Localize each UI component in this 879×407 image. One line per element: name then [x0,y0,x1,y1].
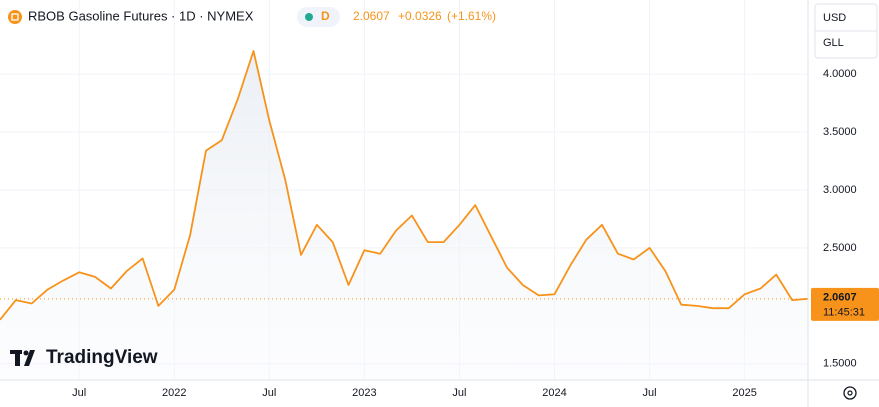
interval-badge: D [321,9,330,23]
x-tick-label: Jul [643,387,657,399]
y-tick-label: 3.5000 [823,126,857,138]
x-tick-label: 2024 [542,387,566,399]
settings-button-center [847,390,853,396]
unit[interactable]: GLL [823,37,844,49]
y-tick-label: 4.0000 [823,68,857,80]
watermark: TradingView [46,347,158,368]
symbol-title: RBOB Gasoline Futures · 1D · NYMEX [28,8,254,23]
watermark-logo [10,350,35,366]
y-tick-label: 1.5000 [823,358,857,370]
x-tick-label: Jul [452,387,466,399]
settings-button[interactable] [843,386,857,400]
price-line [0,50,809,321]
symbol-icon-glyph [11,13,19,21]
market-status-dot [305,13,313,21]
y-tick-label: 2.5000 [823,242,857,254]
x-tick-label: Jul [72,387,86,399]
last-price-tag [811,287,879,321]
x-tick-label: Jul [262,387,276,399]
x-tick-label: 2025 [732,387,756,399]
last-price-time: 11:45:31 [823,307,865,319]
status-pill[interactable] [297,7,340,27]
x-tick-label: 2022 [162,387,186,399]
x-tick-label: 2023 [352,387,376,399]
area-fill [0,51,808,380]
last-price: 2.0607 [353,9,390,23]
price-change-pct: (+1.61%) [447,9,496,23]
last-price-label: 2.0607 [823,292,857,304]
price-change: +0.0326 [398,9,442,23]
symbol-icon [8,10,22,24]
currency[interactable]: USD [823,12,846,24]
y-tick-label: 3.0000 [823,184,857,196]
